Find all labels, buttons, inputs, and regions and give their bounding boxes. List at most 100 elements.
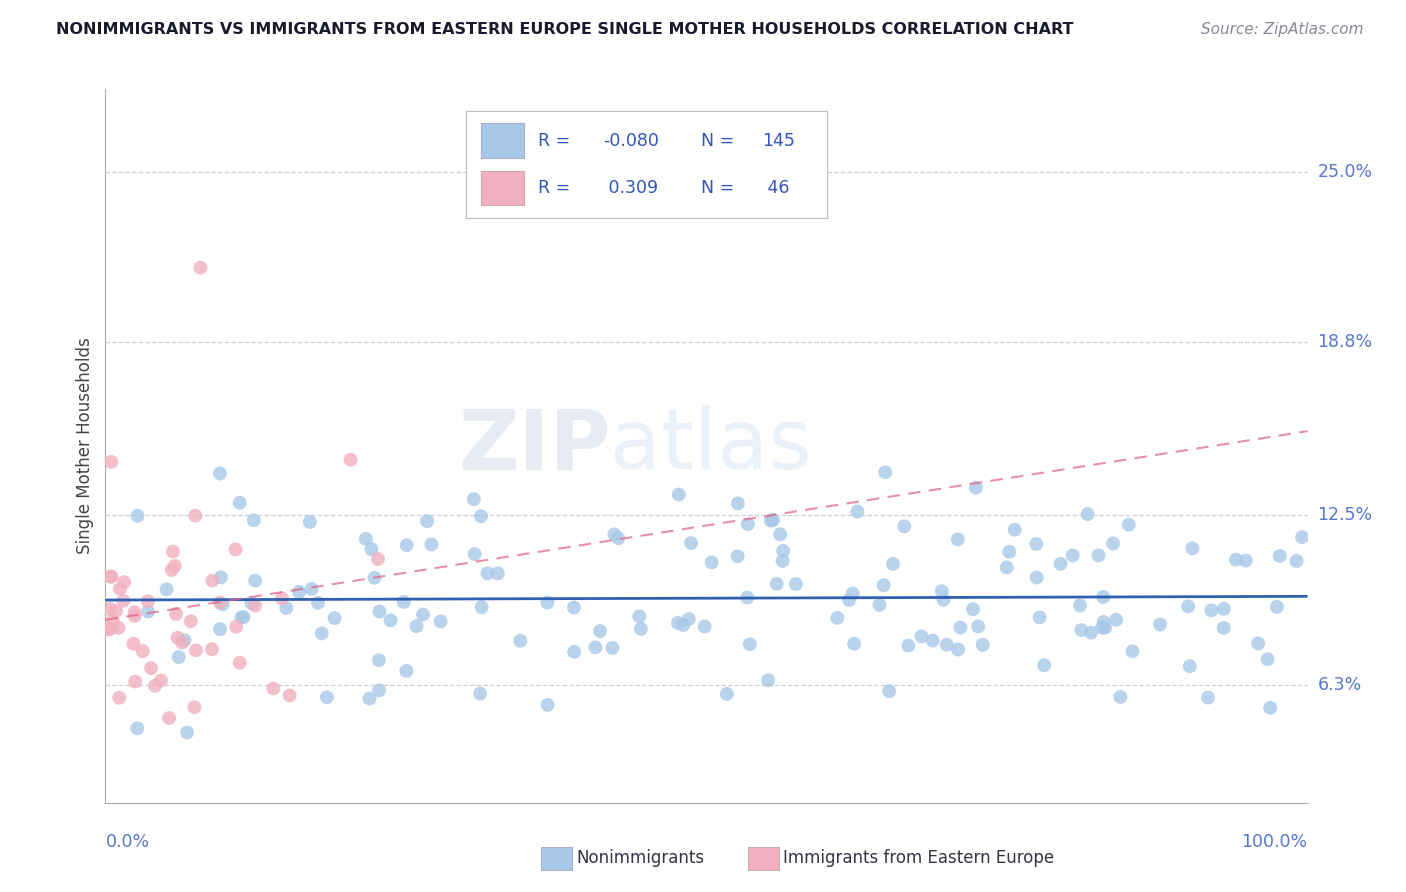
Point [288,585,311,599]
Point [245,599,267,613]
Point [262,681,284,696]
Point [1062,549,1084,563]
Point [165,607,187,621]
Point [359,691,381,706]
Point [1049,557,1071,571]
Point [1109,690,1132,704]
Point [536,698,558,712]
Point [166,631,188,645]
Point [380,614,402,628]
Point [602,640,624,655]
Point [124,605,146,619]
Point [893,519,915,533]
Point [846,504,869,518]
Point [468,687,491,701]
Point [962,602,984,616]
Point [1118,517,1140,532]
Point [307,596,329,610]
Point [100,455,122,469]
Point [1028,610,1050,624]
Point [1247,636,1270,650]
Point [1070,623,1092,637]
Point [1268,549,1291,563]
Point [1105,613,1128,627]
Point [201,642,224,657]
Point [1258,701,1281,715]
Point [1265,599,1288,614]
Point [112,575,135,590]
Point [190,260,212,275]
Point [486,566,509,581]
Point [105,604,128,618]
Point [678,612,700,626]
Point [972,638,994,652]
Point [201,574,224,588]
Point [132,644,155,658]
Point [762,513,785,527]
Point [225,542,247,557]
Point [946,642,969,657]
Point [700,556,723,570]
Text: ZIP: ZIP [458,406,610,486]
Point [877,684,900,698]
Point [737,591,759,605]
Point [1080,625,1102,640]
Point [392,595,415,609]
Point [323,611,346,625]
Point [405,619,427,633]
Point [756,673,779,688]
Point [368,683,391,698]
Point [278,689,301,703]
Point [208,595,231,609]
Point [1212,621,1234,635]
Text: 0.0%: 0.0% [105,833,149,851]
Point [882,557,904,571]
Point [1234,553,1257,567]
Point [108,690,131,705]
Point [1181,541,1204,556]
Point [311,626,333,640]
Point [679,536,702,550]
Point [209,570,232,584]
Point [108,582,131,596]
Point [477,566,499,581]
Point [1077,507,1099,521]
Point [231,610,253,624]
Point [932,592,955,607]
Text: 25.0%: 25.0% [1317,162,1372,180]
Point [727,549,749,564]
Point [875,465,897,479]
Point [229,656,252,670]
Point [98,622,121,636]
Point [1069,599,1091,613]
Point [1177,599,1199,614]
Point [716,687,738,701]
Point [339,452,361,467]
Point [155,582,177,597]
Point [1257,652,1279,666]
Point [420,537,443,551]
Point [136,594,159,608]
Point [1197,690,1219,705]
Point [536,595,558,609]
Text: 100.0%: 100.0% [1241,833,1308,851]
Point [101,614,124,628]
Point [463,492,485,507]
Point [1285,554,1308,568]
Point [139,661,162,675]
Point [243,574,266,588]
Point [363,571,385,585]
Point [1092,590,1115,604]
Point [1102,536,1125,550]
Point [276,601,298,615]
Point [301,582,323,596]
Point [1212,601,1234,615]
Point [160,563,183,577]
Point [668,487,690,501]
Point [1091,621,1114,635]
Point [1094,621,1116,635]
Point [630,622,652,636]
Point [825,611,848,625]
Point [737,517,759,532]
Point [772,554,794,568]
